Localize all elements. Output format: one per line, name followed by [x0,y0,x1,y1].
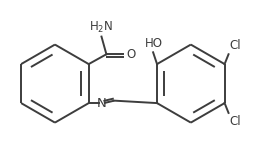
Text: O: O [126,48,135,61]
Text: HO: HO [145,37,163,50]
Text: N: N [97,97,106,110]
Text: Cl: Cl [230,39,241,52]
Text: H$_2$N: H$_2$N [89,20,113,35]
Text: Cl: Cl [230,115,241,128]
